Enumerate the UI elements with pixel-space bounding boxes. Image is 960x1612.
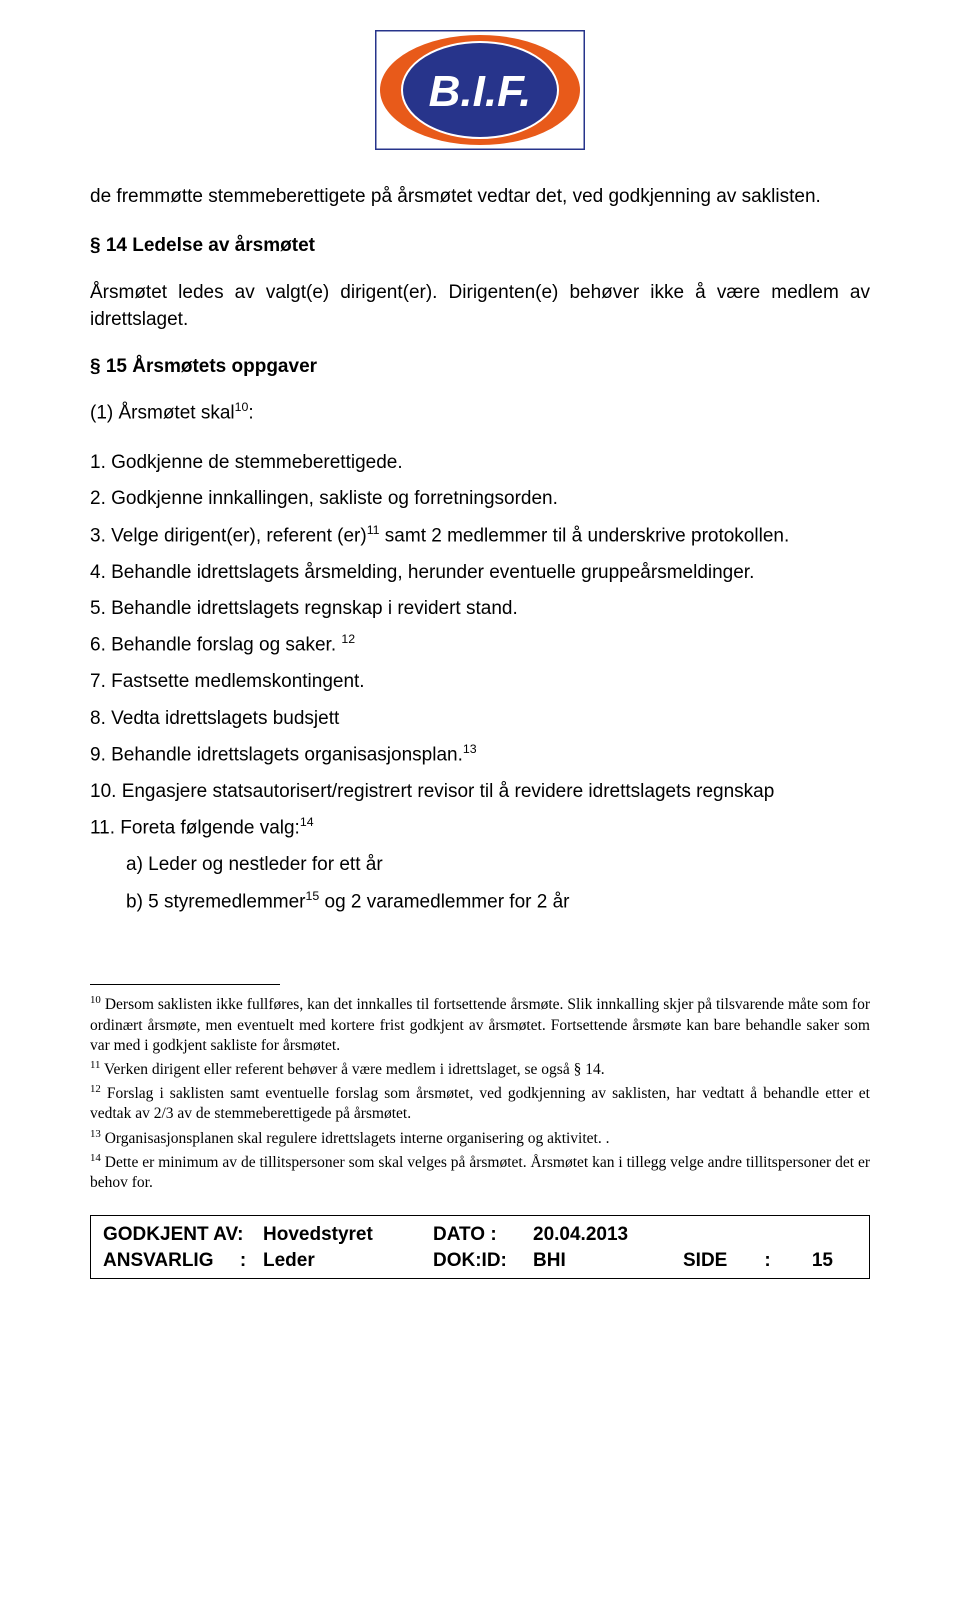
section-15-lead: (1) Årsmøtet skal10: <box>90 400 870 424</box>
footnote-separator <box>90 984 280 985</box>
footnote: 12 Forslag i saklisten samt eventuelle f… <box>90 1082 870 1124</box>
footnote: 10 Dersom saklisten ikke fullføres, kan … <box>90 993 870 1056</box>
section-14-text: Årsmøtet ledes av valgt(e) dirigent(er).… <box>90 279 870 334</box>
spacer <box>683 1224 783 1246</box>
date-value: 20.04.2013 <box>533 1224 683 1246</box>
sub-b-pre: b) 5 styremedlemmer <box>126 891 306 912</box>
footer-box: GODKJENT AV: Hovedstyret DATO : 20.04.20… <box>90 1215 870 1279</box>
footer-row-2: ANSVARLIG : Leder DOK:ID: BHI SIDE : 15 <box>103 1250 857 1272</box>
list-item: 2. Godkjenne innkallingen, sakliste og f… <box>90 484 870 513</box>
docid-label: DOK:ID: <box>433 1250 533 1272</box>
ordered-list: 1. Godkjenne de stemmeberettigede. 2. God… <box>90 448 870 843</box>
footnote: 11 Verken dirigent eller referent behøve… <box>90 1058 870 1080</box>
sub-b-sup: 15 <box>306 889 320 903</box>
sub-item-a: a) Leder og nestleder for ett år <box>90 850 870 879</box>
footnotes-block: 10 Dersom saklisten ikke fullføres, kan … <box>90 993 870 1193</box>
intro-paragraph: de fremmøtte stemmeberettigete på årsmøt… <box>90 183 870 211</box>
docid-value: BHI <box>533 1250 683 1272</box>
footer-row-1: GODKJENT AV: Hovedstyret DATO : 20.04.20… <box>103 1224 857 1246</box>
lead-sup: 10 <box>235 400 249 414</box>
side-label: SIDE : <box>683 1250 783 1272</box>
list-item: 7. Fastsette medlemskontingent. <box>90 667 870 696</box>
lead-pre: (1) Årsmøtet skal <box>90 402 235 423</box>
list-item: 8. Vedta idrettslagets budsjett <box>90 704 870 733</box>
logo-container: B.I.F. <box>90 30 870 155</box>
list-item: 11. Foreta følgende valg:14 <box>90 813 870 843</box>
responsible-label: ANSVARLIG : <box>103 1250 263 1272</box>
approved-label: GODKJENT AV: <box>103 1224 263 1246</box>
lead-post: : <box>248 402 253 423</box>
list-item: 4. Behandle idrettslagets årsmelding, he… <box>90 558 870 587</box>
responsible-value: Leder <box>263 1250 433 1272</box>
list-item: 5. Behandle idrettslagets regnskap i rev… <box>90 594 870 623</box>
section-15-heading: § 15 Årsmøtets oppgaver <box>90 356 870 378</box>
list-item: 1. Godkjenne de stemmeberettigede. <box>90 448 870 477</box>
list-item: 10. Engasjere statsautorisert/registrert… <box>90 777 870 806</box>
list-item: 9. Behandle idrettslagets organisasjonsp… <box>90 740 870 770</box>
list-item: 3. Velge dirigent(er), referent (er)11 s… <box>90 521 870 551</box>
date-label: DATO : <box>433 1224 533 1246</box>
sub-item-b: b) 5 styremedlemmer15 og 2 varamedlemmer… <box>90 887 870 917</box>
bif-logo: B.I.F. <box>375 30 585 150</box>
footnote: 14 Dette er minimum av de tillitspersone… <box>90 1151 870 1193</box>
section-14-heading: § 14 Ledelse av årsmøtet <box>90 235 870 257</box>
footnote: 13 Organisasjonsplanen skal regulere idr… <box>90 1127 870 1149</box>
list-item: 6. Behandle forslag og saker. 12 <box>90 630 870 660</box>
spacer2 <box>783 1224 833 1246</box>
page-number: 15 <box>783 1250 833 1272</box>
sub-b-post: og 2 varamedlemmer for 2 år <box>319 891 569 912</box>
svg-text:B.I.F.: B.I.F. <box>429 67 532 116</box>
approved-value: Hovedstyret <box>263 1224 433 1246</box>
